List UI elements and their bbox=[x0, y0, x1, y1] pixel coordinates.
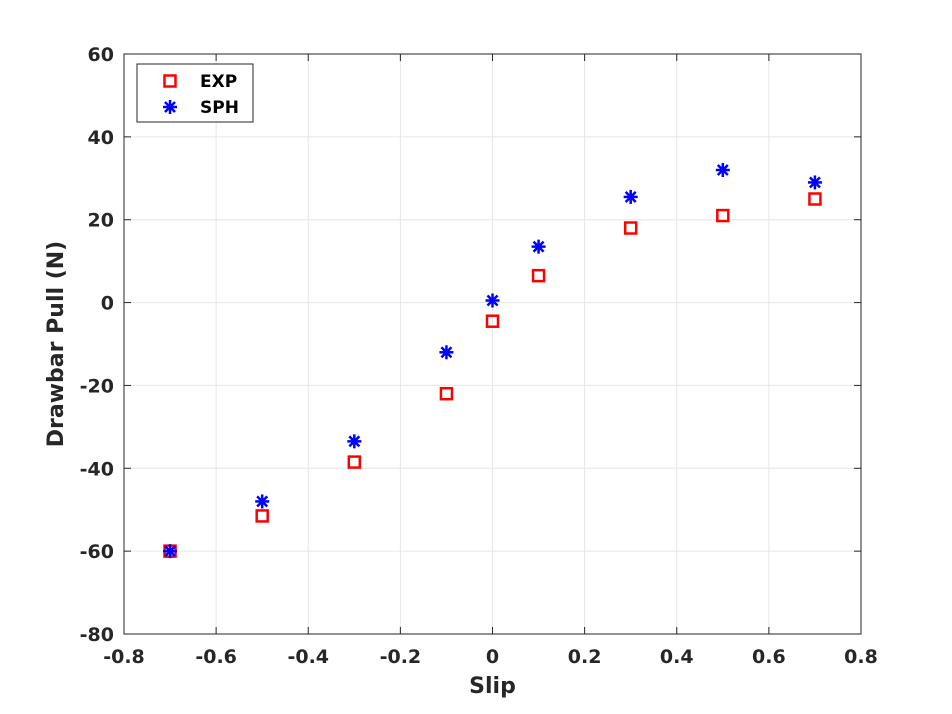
sph-point bbox=[715, 163, 730, 177]
y-tick-label: -60 bbox=[80, 541, 114, 563]
sph-point bbox=[807, 175, 822, 190]
legend-label-exp: EXP bbox=[200, 72, 237, 92]
exp-point bbox=[439, 386, 454, 401]
legend-box bbox=[136, 63, 254, 123]
x-tick-label: 0.2 bbox=[568, 646, 602, 668]
exp-point bbox=[485, 314, 500, 328]
sph-point bbox=[623, 189, 638, 204]
exp-point bbox=[255, 509, 269, 523]
legend: EXP SPH bbox=[136, 63, 254, 123]
y-tick-label: 40 bbox=[88, 127, 114, 149]
sph-point bbox=[163, 544, 178, 559]
y-tick-label: 0 bbox=[101, 293, 114, 315]
x-tick-label: -0.6 bbox=[195, 646, 237, 668]
sph-point bbox=[531, 239, 546, 254]
sph-point bbox=[439, 345, 454, 360]
y-tick-label: -20 bbox=[80, 375, 114, 397]
y-tick-label: -40 bbox=[80, 458, 114, 480]
exp-point bbox=[347, 455, 362, 469]
y-axis-label: Drawbar Pull (N) bbox=[44, 241, 69, 447]
sph-point bbox=[485, 293, 500, 308]
data-points bbox=[163, 163, 822, 559]
x-axis-label: Slip bbox=[469, 674, 516, 699]
exp-point bbox=[623, 221, 638, 235]
legend-marker-exp bbox=[163, 74, 177, 88]
x-tick-label: -0.4 bbox=[287, 646, 329, 668]
y-tick-label: 60 bbox=[88, 44, 114, 66]
exp-point bbox=[531, 268, 546, 283]
exp-point bbox=[808, 192, 822, 206]
legend-label-sph: SPH bbox=[200, 98, 239, 118]
exp-point bbox=[716, 208, 730, 223]
x-tick-label: 0.6 bbox=[752, 646, 786, 668]
x-tick-label: -0.2 bbox=[380, 646, 422, 668]
series-sph bbox=[163, 163, 822, 559]
x-tick-label: -0.8 bbox=[103, 646, 145, 668]
x-tick-label: 0.8 bbox=[844, 646, 878, 668]
y-tick-label: 20 bbox=[88, 210, 114, 232]
x-tick-label: 0.4 bbox=[660, 646, 694, 668]
axis-ticks: -0.8 -0.6 -0.4 -0.2 0 0.2 0.4 0.6 0.8 -80 -60 -40 -2… bbox=[80, 44, 878, 668]
y-tick-label: -80 bbox=[80, 624, 114, 646]
x-tick-label: 0 bbox=[486, 646, 499, 668]
legend-marker-sph bbox=[163, 100, 177, 114]
sph-point bbox=[347, 434, 362, 449]
sph-point bbox=[255, 494, 270, 509]
